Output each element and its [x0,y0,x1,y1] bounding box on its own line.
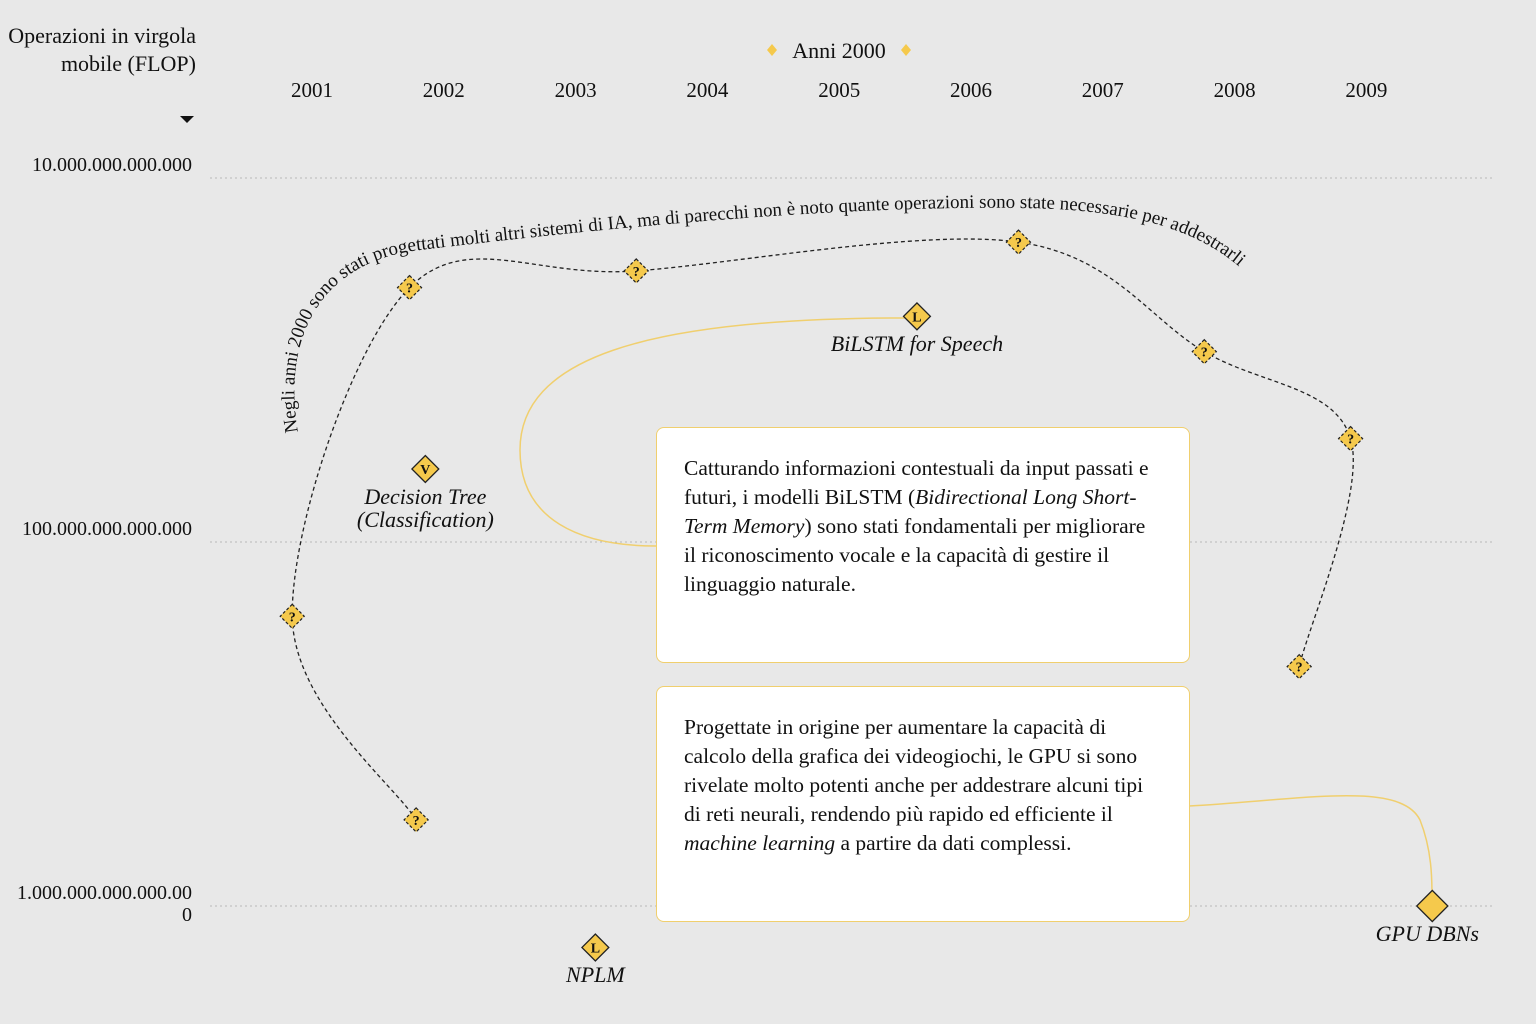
title-ornament [901,44,911,56]
marker-symbol: ? [1296,661,1303,676]
x-tick-label: 2009 [1345,78,1387,102]
callout: Catturando informazioni contestuali da i… [656,427,1190,663]
marker [1286,653,1313,680]
x-tick-label: 2006 [950,78,992,102]
point-label: NPLM [566,962,625,988]
marker-symbol: ? [406,282,413,297]
x-tick-label: 2008 [1214,78,1256,102]
marker [581,933,610,962]
y-tick-label: 100.000.000.000.000 [22,518,192,540]
callout: Progettate in origine per aumentare la c… [656,686,1190,922]
y-tick-label: 1.000.000.000.000.000 [17,882,192,926]
marker-symbol: L [912,310,921,325]
marker-symbol: ? [289,610,296,625]
marker-symbol: ? [1347,433,1354,448]
point-label: GPU DBNs [1375,921,1479,946]
point-label: Decision Tree (Classification) [356,483,494,532]
marker-symbol: ? [1015,236,1022,251]
x-tick-label: 2007 [1082,78,1124,102]
x-tick-label: 2003 [555,78,597,102]
marker-symbol: ? [413,814,420,829]
marker [410,454,440,484]
callout-text: ) sono stati fondamentali per migliorare… [684,514,1146,596]
axis-arrow [180,116,194,123]
marker-symbol: ? [633,265,640,280]
y-tick-label: 10.000.000.000.000 [32,154,192,176]
marker [396,274,423,301]
title-ornament [767,44,777,56]
x-tick-label: 2004 [686,78,729,102]
curve-note-path: Negli anni 2000 sono stati progettati mo… [278,192,1249,434]
marker [1415,889,1449,923]
marker-symbol: ? [1201,346,1208,361]
connector [519,317,906,547]
callout-text: Catturando informazioni contestuali da i… [684,456,1149,509]
marker [1191,338,1218,365]
callout-text: Bidirectional Long Short-Term Memory [684,485,1137,538]
marker-symbol: L [591,941,600,956]
callout-text: machine learning [684,831,836,855]
x-tick-label: 2001 [291,78,333,102]
callout-text: Progettate in origine per aumentare la c… [684,715,1144,826]
x-tick-label: 2002 [423,78,465,102]
marker [902,302,932,331]
curve-note: Negli anni 2000 sono stati progettati mo… [278,192,1249,434]
callout-text: a partire da dati complessi. [835,831,1072,855]
marker-symbol: V [420,463,430,478]
x-tick-label: 2005 [818,78,860,102]
marker [1337,425,1364,452]
y-axis-label: Operazioni in virgola mobile (FLOP) [8,23,196,76]
chart-title: Anni 2000 [792,38,886,63]
connector [1188,794,1433,897]
marker [1005,229,1032,255]
point-label: BiLSTM for Speech [830,331,1004,357]
